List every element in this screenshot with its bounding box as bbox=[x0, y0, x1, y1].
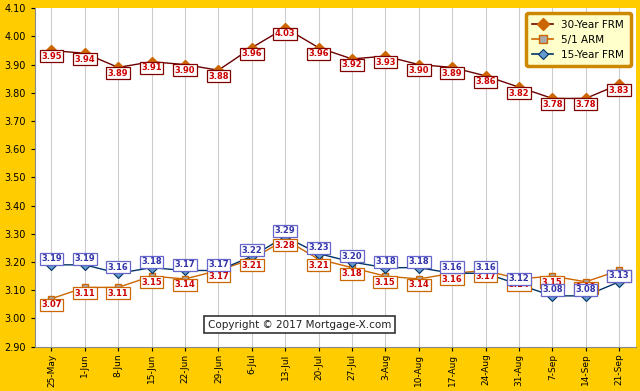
Text: 3.13: 3.13 bbox=[575, 283, 596, 292]
Text: 3.90: 3.90 bbox=[175, 66, 195, 75]
Text: 3.86: 3.86 bbox=[476, 77, 496, 86]
Text: 3.78: 3.78 bbox=[575, 100, 596, 109]
Text: 3.11: 3.11 bbox=[74, 289, 95, 298]
Text: 3.15: 3.15 bbox=[542, 278, 563, 287]
Text: 3.83: 3.83 bbox=[609, 86, 629, 95]
Text: 3.89: 3.89 bbox=[108, 69, 129, 78]
Text: 3.29: 3.29 bbox=[275, 226, 296, 235]
Text: 4.03: 4.03 bbox=[275, 29, 296, 38]
Text: 3.95: 3.95 bbox=[41, 52, 61, 61]
Text: 3.19: 3.19 bbox=[74, 255, 95, 264]
Text: 3.88: 3.88 bbox=[208, 72, 228, 81]
Text: 3.15: 3.15 bbox=[141, 278, 162, 287]
Text: 3.22: 3.22 bbox=[241, 246, 262, 255]
Text: 3.13: 3.13 bbox=[609, 271, 630, 280]
Text: 3.93: 3.93 bbox=[375, 57, 396, 66]
Text: 3.07: 3.07 bbox=[41, 300, 61, 309]
Text: 3.11: 3.11 bbox=[108, 289, 129, 298]
Text: 3.08: 3.08 bbox=[542, 285, 563, 294]
Text: 3.78: 3.78 bbox=[542, 100, 563, 109]
Text: 3.91: 3.91 bbox=[141, 63, 162, 72]
Text: 3.16: 3.16 bbox=[108, 263, 129, 272]
Text: 3.17: 3.17 bbox=[476, 272, 496, 281]
Text: 3.96: 3.96 bbox=[308, 49, 329, 58]
Text: 3.16: 3.16 bbox=[442, 275, 463, 284]
Text: 3.19: 3.19 bbox=[41, 255, 61, 264]
Text: 3.94: 3.94 bbox=[74, 55, 95, 64]
Text: 3.16: 3.16 bbox=[442, 263, 463, 272]
Text: 3.17: 3.17 bbox=[175, 260, 195, 269]
Text: 3.90: 3.90 bbox=[408, 66, 429, 75]
Text: 3.15: 3.15 bbox=[375, 278, 396, 287]
Text: 3.17: 3.17 bbox=[208, 272, 228, 281]
Text: 3.21: 3.21 bbox=[241, 261, 262, 270]
Text: 3.21: 3.21 bbox=[308, 261, 329, 270]
Text: 3.92: 3.92 bbox=[342, 60, 362, 69]
Legend: 30-Year FRM, 5/1 ARM, 15-Year FRM: 30-Year FRM, 5/1 ARM, 15-Year FRM bbox=[526, 13, 630, 66]
Text: 3.17: 3.17 bbox=[609, 272, 630, 281]
Text: 3.12: 3.12 bbox=[509, 274, 529, 283]
Text: Copyright © 2017 Mortgage-X.com: Copyright © 2017 Mortgage-X.com bbox=[207, 320, 391, 330]
Text: 3.18: 3.18 bbox=[375, 257, 396, 266]
Text: 3.20: 3.20 bbox=[342, 252, 362, 261]
Text: 3.14: 3.14 bbox=[408, 280, 429, 289]
Text: 3.18: 3.18 bbox=[408, 257, 429, 266]
Text: 3.23: 3.23 bbox=[308, 243, 329, 252]
Text: 3.28: 3.28 bbox=[275, 241, 296, 250]
Text: 3.96: 3.96 bbox=[241, 49, 262, 58]
Text: 3.18: 3.18 bbox=[141, 257, 162, 266]
Text: 3.89: 3.89 bbox=[442, 69, 463, 78]
Text: 3.08: 3.08 bbox=[575, 285, 596, 294]
Text: 3.16: 3.16 bbox=[475, 263, 496, 272]
Text: 3.18: 3.18 bbox=[342, 269, 362, 278]
Text: 3.82: 3.82 bbox=[509, 88, 529, 97]
Text: 3.14: 3.14 bbox=[175, 280, 195, 289]
Text: 3.17: 3.17 bbox=[208, 260, 228, 269]
Text: 3.14: 3.14 bbox=[509, 280, 529, 289]
